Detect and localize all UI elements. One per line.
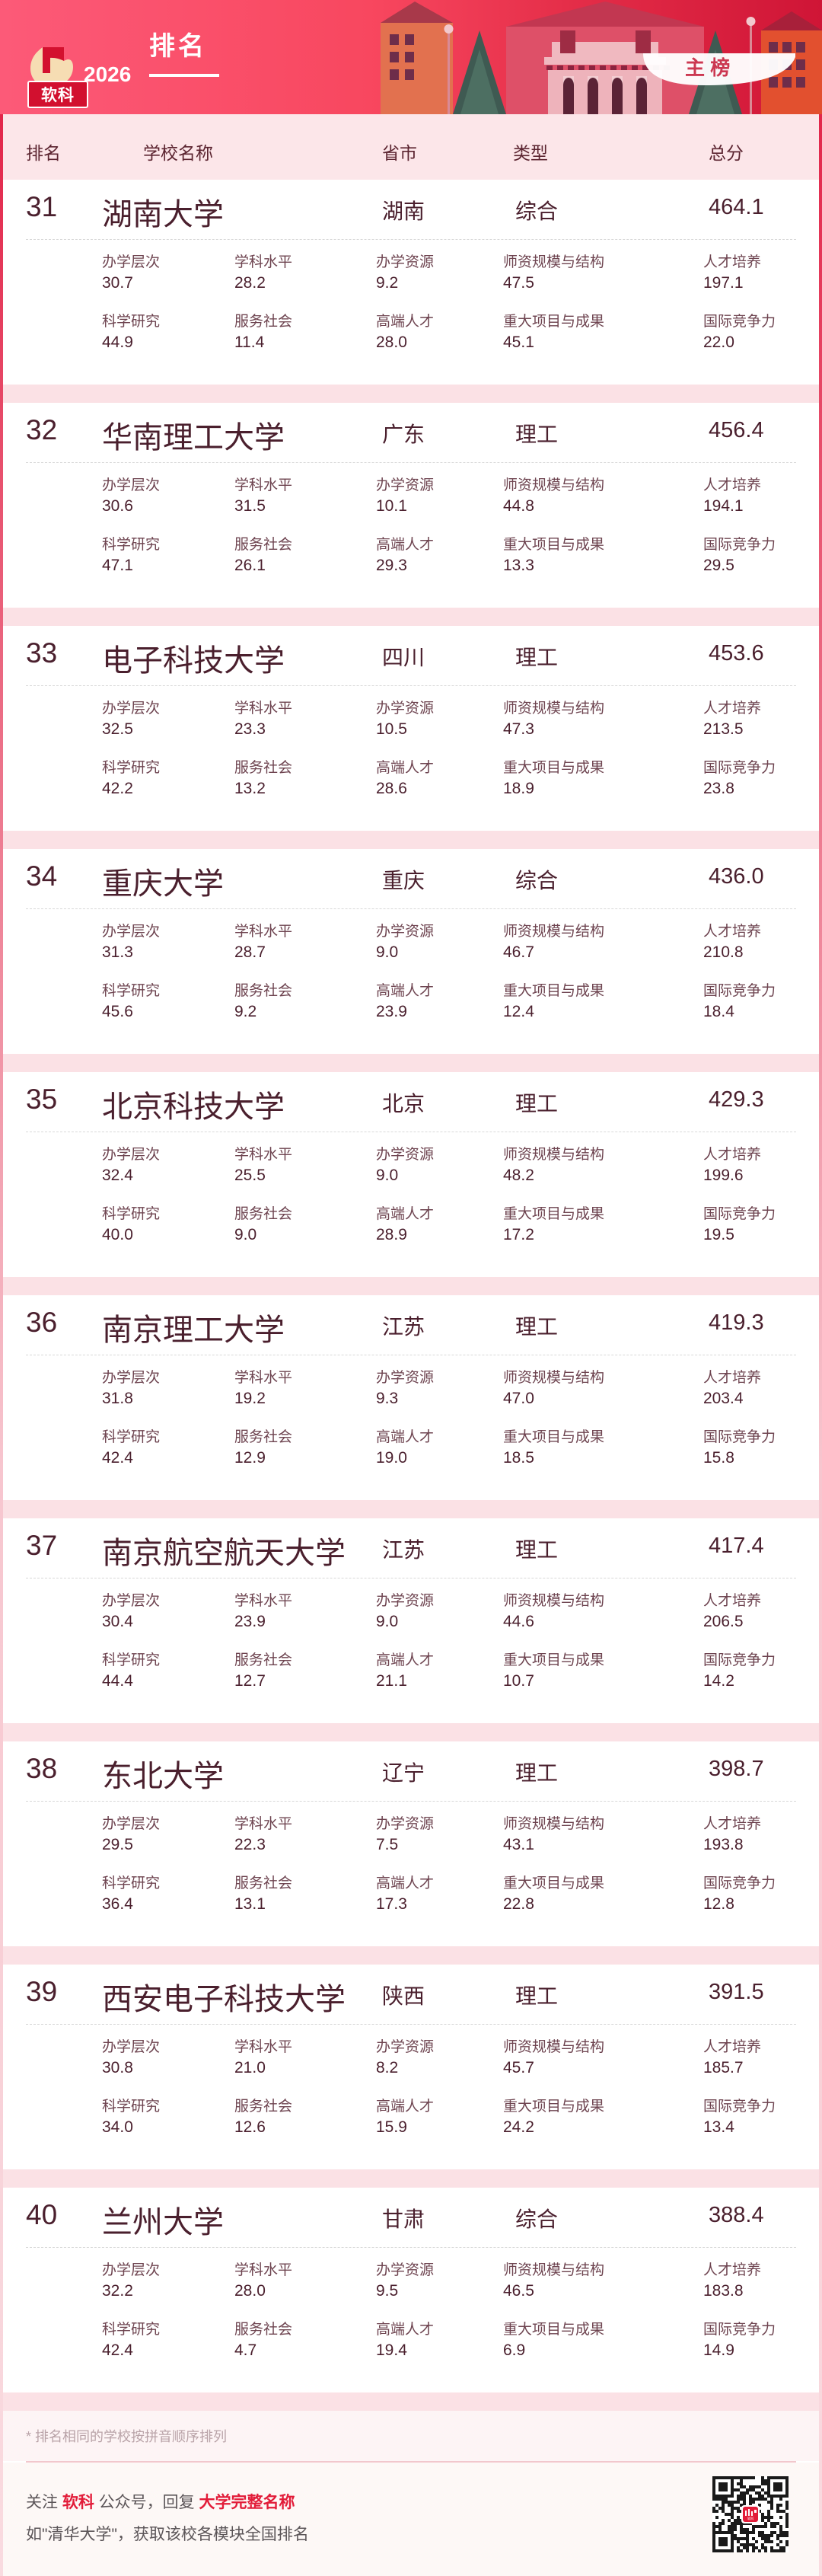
svg-text:软科: 软科	[747, 2516, 754, 2520]
svg-text:主 榜: 主 榜	[685, 56, 730, 79]
